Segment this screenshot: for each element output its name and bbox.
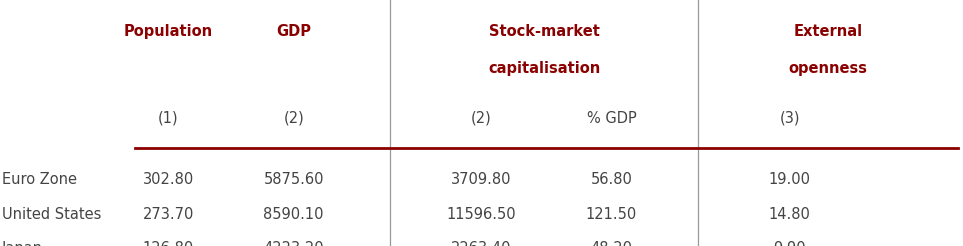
Text: openness: openness [789,62,868,76]
Text: 302.80: 302.80 [143,172,195,187]
Text: 126.80: 126.80 [143,241,195,246]
Text: Population: Population [124,25,213,39]
Text: 14.80: 14.80 [768,207,811,221]
Text: United States: United States [2,207,101,221]
Text: 2263.40: 2263.40 [452,241,511,246]
Text: 9.90: 9.90 [773,241,806,246]
Text: (2): (2) [471,111,492,125]
Text: 3709.80: 3709.80 [452,172,511,187]
Text: 5875.60: 5875.60 [264,172,324,187]
Text: Euro Zone: Euro Zone [2,172,77,187]
Text: 8590.10: 8590.10 [264,207,324,221]
Text: (1): (1) [158,111,179,125]
Text: 4223.20: 4223.20 [264,241,324,246]
Text: (2): (2) [283,111,304,125]
Text: 56.80: 56.80 [590,172,633,187]
Text: Japan: Japan [2,241,43,246]
Text: Stock-market: Stock-market [488,25,600,39]
Text: capitalisation: capitalisation [488,62,600,76]
Text: GDP: GDP [276,25,311,39]
Text: 121.50: 121.50 [586,207,638,221]
Text: External: External [794,25,863,39]
Text: % GDP: % GDP [586,111,637,125]
Text: 11596.50: 11596.50 [447,207,516,221]
Text: 19.00: 19.00 [768,172,811,187]
Text: 273.70: 273.70 [143,207,195,221]
Text: 48.20: 48.20 [590,241,633,246]
Text: (3): (3) [779,111,800,125]
